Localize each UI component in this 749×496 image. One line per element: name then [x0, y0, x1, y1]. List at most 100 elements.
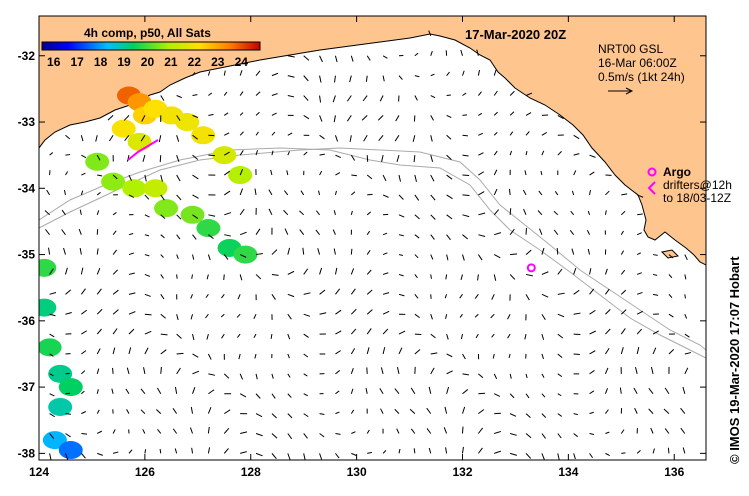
current-arrow [172, 428, 178, 434]
current-arrow [160, 313, 166, 319]
current-arrow [144, 254, 150, 257]
current-arrow [207, 447, 211, 454]
current-arrow [287, 413, 293, 419]
current-arrow [652, 330, 659, 335]
current-arrow [460, 333, 463, 340]
current-arrow [239, 208, 245, 216]
current-arrow [192, 370, 200, 375]
current-arrow [350, 368, 354, 375]
current-arrow [157, 429, 162, 434]
current-arrow [174, 448, 178, 454]
current-arrow [477, 254, 483, 261]
current-arrow [648, 388, 654, 395]
argo-float-marker[interactable] [526, 263, 536, 273]
current-arrow [409, 408, 416, 414]
current-arrow [382, 232, 388, 236]
current-arrow [49, 313, 56, 317]
current-arrow [589, 350, 596, 355]
sst-patch [58, 378, 83, 397]
sst-patch [85, 152, 110, 171]
current-arrow [589, 370, 595, 375]
current-arrow [128, 194, 135, 198]
current-arrow [270, 334, 273, 339]
x-axis: 124 126 128 130 132 134 136 [29, 16, 685, 479]
current-arrow [236, 333, 241, 338]
current-arrow [190, 294, 193, 299]
current-arrow [652, 273, 658, 276]
current-arrow [637, 291, 643, 295]
current-arrow [509, 393, 515, 399]
current-arrow [160, 194, 165, 201]
current-arrow [350, 154, 356, 161]
colorbar-tick-label: 24 [235, 55, 249, 69]
current-arrow [430, 352, 438, 355]
current-arrow [271, 373, 274, 379]
current-arrow [128, 449, 133, 454]
current-arrow [474, 294, 479, 299]
current-arrow [363, 135, 368, 142]
current-arrow [128, 328, 135, 335]
current-arrow [160, 366, 162, 374]
current-arrow [49, 268, 54, 275]
current-arrow [144, 273, 151, 277]
current-arrow [240, 451, 247, 454]
current-arrow [224, 132, 230, 136]
current-arrow [430, 254, 434, 260]
y-tick-label: -34 [18, 181, 36, 195]
current-arrow [684, 352, 692, 355]
current-arrow [382, 194, 389, 198]
current-arrow [96, 248, 99, 255]
current-arrow [509, 111, 515, 116]
current-arrow [491, 333, 495, 338]
current-arrow [303, 114, 310, 120]
current-arrow [541, 150, 545, 156]
x-tick-label: 134 [558, 465, 578, 479]
current-arrow [366, 429, 370, 434]
current-arrow [112, 429, 116, 434]
current-arrow [636, 272, 642, 275]
current-arrow [557, 292, 565, 295]
current-arrow [541, 293, 549, 298]
current-arrow [80, 135, 84, 142]
current-arrow [684, 367, 689, 375]
current-arrow [398, 293, 405, 297]
current-arrow [493, 274, 497, 281]
isobath-shelf [39, 147, 706, 351]
current-arrow [176, 174, 181, 182]
current-arrow [557, 268, 563, 275]
current-arrow [620, 429, 625, 434]
current-arrow [80, 288, 86, 295]
current-arrow [224, 151, 230, 156]
current-arrow [650, 366, 654, 374]
current-arrow [303, 393, 309, 397]
current-arrow [49, 373, 54, 377]
current-arrow [223, 112, 229, 116]
current-arrow [192, 194, 199, 199]
current-arrow [668, 348, 675, 355]
current-arrow [176, 135, 180, 142]
colorbar-tick-label: 21 [164, 55, 178, 69]
current-arrow [523, 208, 527, 216]
current-arrow [414, 313, 420, 319]
current-arrow [477, 69, 480, 76]
current-arrow [112, 309, 119, 315]
current-arrow [620, 230, 624, 235]
x-tick-label: 132 [452, 465, 472, 479]
current-arrow [287, 333, 291, 340]
current-arrow [378, 134, 384, 142]
current-arrow [605, 452, 610, 456]
current-arrow [96, 308, 103, 315]
current-arrow [620, 289, 627, 295]
current-arrow [493, 111, 498, 116]
x-tick-label: 136 [664, 465, 684, 479]
current-arrow [620, 250, 625, 255]
current-arrow [319, 134, 325, 140]
current-arrow [430, 314, 433, 320]
current-arrow [350, 288, 356, 295]
current-arrow [208, 234, 214, 239]
current-arrow [112, 451, 119, 454]
current-arrow [349, 135, 352, 143]
current-arrow [207, 353, 212, 360]
current-arrow [619, 387, 622, 394]
current-arrow [476, 49, 479, 56]
